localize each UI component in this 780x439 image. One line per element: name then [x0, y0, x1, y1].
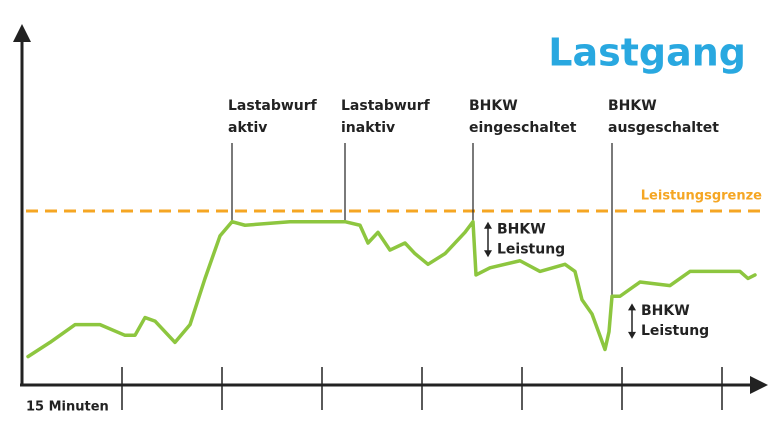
event-label: eingeschaltet [469, 120, 577, 136]
event-label: Lastabwurf [341, 98, 431, 114]
arrow-head [484, 250, 492, 258]
event-label: Lastabwurf [228, 98, 318, 114]
arrow-head [628, 331, 636, 339]
line-series [26, 219, 757, 359]
delta-label: Leistung [641, 323, 709, 339]
event-label: BHKW [469, 98, 518, 114]
arrow-head [484, 221, 492, 229]
limit-label: Leistungsgrenze [641, 189, 762, 204]
x-axis-label: 15 Minuten [26, 400, 109, 415]
event-label: inaktiv [341, 120, 395, 136]
event-label: aktiv [228, 120, 267, 136]
event-label: ausgeschaltet [608, 120, 719, 136]
x-axis-arrow [750, 376, 768, 394]
delta-label: Leistung [497, 241, 565, 257]
event-label: BHKW [608, 98, 657, 114]
delta-label: BHKW [641, 303, 690, 319]
y-axis-arrow [13, 24, 31, 42]
chart-title: Lastgang [548, 31, 746, 75]
delta-label: BHKW [497, 221, 546, 237]
arrow-head [628, 303, 636, 311]
